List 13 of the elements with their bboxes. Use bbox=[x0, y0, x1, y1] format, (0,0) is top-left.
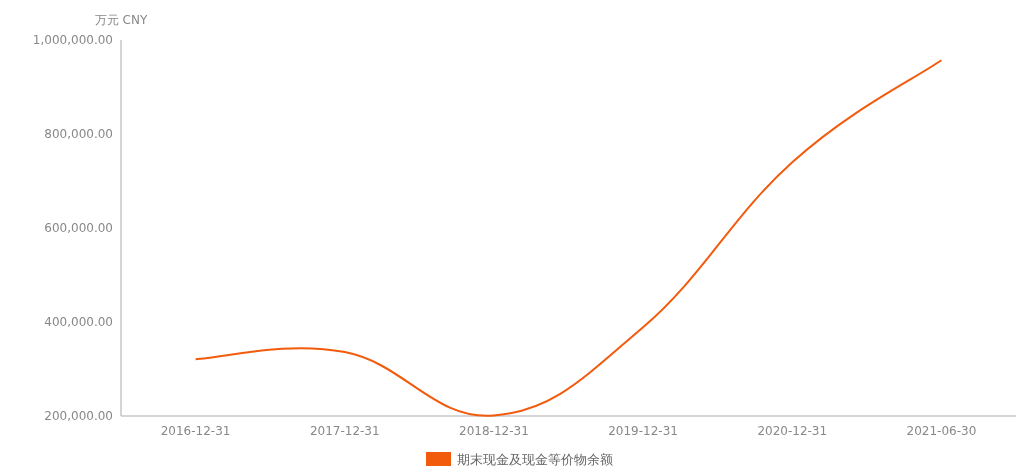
x-tick-label: 2016-12-31 bbox=[160, 424, 231, 438]
y-tick-label: 200,000.00 bbox=[44, 409, 113, 423]
y-tick-label: 400,000.00 bbox=[44, 315, 113, 329]
y-axis-title: 万元 CNY bbox=[94, 13, 148, 27]
y-tick-label: 600,000.00 bbox=[44, 221, 113, 235]
y-tick-label: 800,000.00 bbox=[44, 127, 113, 141]
x-tick-label: 2019-12-31 bbox=[608, 424, 678, 438]
x-tick-label: 2018-12-31 bbox=[459, 424, 529, 438]
x-tick-label: 2017-12-31 bbox=[309, 424, 380, 438]
y-tick-label: 1,000,000.00 bbox=[32, 33, 113, 47]
legend-label: 期末现金及现金等价物余额 bbox=[457, 452, 613, 467]
x-tick-label: 2020-12-31 bbox=[757, 424, 828, 438]
x-tick-label: 2021-06-30 bbox=[906, 424, 977, 438]
